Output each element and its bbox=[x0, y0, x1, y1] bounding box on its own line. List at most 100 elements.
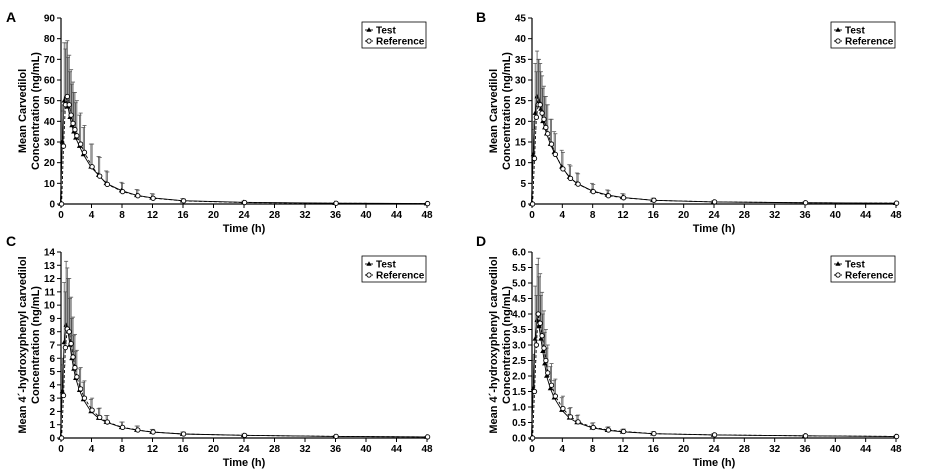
x-tick-label: 36 bbox=[799, 210, 811, 221]
x-tick-label: 32 bbox=[299, 210, 311, 221]
data-point-reference bbox=[529, 435, 536, 441]
data-point-reference bbox=[548, 382, 555, 388]
series-test bbox=[57, 42, 429, 206]
x-tick-label: 32 bbox=[769, 444, 781, 455]
x-tick-label: 40 bbox=[360, 444, 372, 455]
x-tick-label: 12 bbox=[617, 444, 629, 455]
y-tick-label: 70 bbox=[44, 55, 56, 66]
legend-marker-reference bbox=[366, 272, 372, 278]
y-tick-label: 14 bbox=[44, 248, 56, 259]
y-tick-label: 30 bbox=[44, 138, 56, 149]
series-reference bbox=[58, 267, 431, 441]
x-tick-label: 24 bbox=[708, 210, 720, 221]
y-tick-label: 40 bbox=[515, 34, 527, 45]
x-tick-label: 8 bbox=[590, 444, 596, 455]
legend-marker-reference bbox=[366, 38, 372, 44]
data-point-reference bbox=[81, 149, 88, 155]
data-point-test bbox=[543, 373, 550, 378]
y-tick-label: 1 bbox=[49, 420, 55, 431]
y-tick-label: 15 bbox=[515, 138, 527, 149]
data-point-reference bbox=[651, 197, 657, 203]
data-point-reference bbox=[74, 133, 80, 139]
y-tick-label: 40 bbox=[44, 117, 56, 128]
series-test bbox=[57, 260, 429, 440]
x-axis-title: Time (h) bbox=[223, 457, 266, 469]
y-axis-title-line-1: Mean 4´-hydroxyphenyl carvedilol bbox=[488, 256, 500, 433]
legend-label-reference: Reference bbox=[376, 271, 425, 282]
data-point-reference bbox=[590, 188, 596, 195]
data-point-reference bbox=[70, 354, 76, 360]
x-tick-label: 40 bbox=[830, 444, 842, 455]
x-axis-title: Time (h) bbox=[693, 223, 736, 235]
y-tick-label: 3.0 bbox=[512, 341, 526, 352]
data-point-reference bbox=[66, 329, 72, 335]
data-point-reference bbox=[537, 320, 543, 326]
data-point-reference bbox=[590, 424, 596, 431]
data-point-reference bbox=[68, 341, 74, 347]
data-point-reference bbox=[531, 155, 538, 162]
data-point-reference bbox=[104, 181, 111, 188]
data-point-reference bbox=[543, 124, 549, 131]
data-point-reference bbox=[97, 173, 103, 179]
data-point-reference bbox=[104, 419, 111, 425]
data-point-reference bbox=[241, 199, 248, 206]
y-tick-label: 10 bbox=[44, 179, 56, 190]
x-tick-label: 8 bbox=[119, 210, 125, 221]
data-point-reference bbox=[802, 200, 809, 206]
y-tick-label: 0 bbox=[520, 200, 526, 211]
data-point-reference bbox=[531, 388, 538, 395]
legend-label-reference: Reference bbox=[845, 37, 894, 48]
data-point-reference bbox=[72, 364, 78, 371]
data-point-reference bbox=[64, 93, 70, 100]
x-tick-label: 16 bbox=[177, 444, 189, 455]
series-test-line bbox=[59, 324, 427, 439]
data-point-reference bbox=[543, 357, 549, 364]
legend-box bbox=[830, 21, 896, 49]
x-tick-label: 12 bbox=[147, 444, 159, 455]
data-point-reference bbox=[241, 432, 248, 438]
y-tick-label: 4.5 bbox=[512, 294, 526, 305]
series-reference-line bbox=[532, 104, 897, 205]
y-tick-label: 5.5 bbox=[512, 263, 526, 274]
x-tick-label: 4 bbox=[560, 444, 566, 455]
data-point-reference bbox=[620, 428, 627, 435]
data-point-reference bbox=[535, 311, 541, 317]
y-tick-label: 3.5 bbox=[512, 325, 526, 336]
y-tick-label: 0.5 bbox=[512, 418, 526, 429]
y-tick-label: 0 bbox=[49, 200, 55, 211]
y-axis-title-line-2: Concentration (ng/mL) bbox=[30, 52, 42, 170]
series-test bbox=[528, 263, 898, 440]
x-tick-label: 28 bbox=[269, 210, 281, 221]
data-point-reference bbox=[333, 433, 339, 440]
data-point-reference bbox=[605, 427, 612, 433]
chart-panel-b: B0 4 8 12 16 20 24 28 32 36 40 44 480510152025303540… bbox=[476, 9, 902, 235]
x-tick-label: 48 bbox=[421, 444, 433, 455]
legend-label-test: Test bbox=[376, 26, 396, 37]
y-tick-label: 7 bbox=[49, 341, 55, 352]
x-tick-label: 0 bbox=[58, 444, 64, 455]
y-tick-label: 5.0 bbox=[512, 279, 526, 290]
y-tick-label: 2 bbox=[49, 407, 55, 418]
y-axis-title-line-2: Concentration (ng/mL) bbox=[501, 52, 513, 170]
series-reference bbox=[529, 58, 900, 207]
x-tick-label: 32 bbox=[299, 444, 311, 455]
data-point-reference bbox=[620, 195, 627, 201]
data-point-reference bbox=[541, 345, 547, 351]
x-axis-title: Time (h) bbox=[693, 457, 736, 469]
data-point-reference bbox=[711, 199, 718, 205]
x-tick-label: 0 bbox=[529, 444, 535, 455]
data-point-reference bbox=[78, 141, 84, 147]
legend-marker-reference bbox=[835, 38, 841, 44]
data-point-test bbox=[540, 348, 546, 353]
legend-marker-reference bbox=[835, 272, 841, 278]
data-point-reference bbox=[81, 395, 88, 401]
data-point-reference bbox=[529, 201, 536, 207]
data-point-reference bbox=[66, 102, 72, 108]
data-point-reference bbox=[545, 131, 551, 137]
y-tick-label: 2.0 bbox=[512, 372, 526, 383]
y-tick-label: 9 bbox=[49, 314, 55, 325]
